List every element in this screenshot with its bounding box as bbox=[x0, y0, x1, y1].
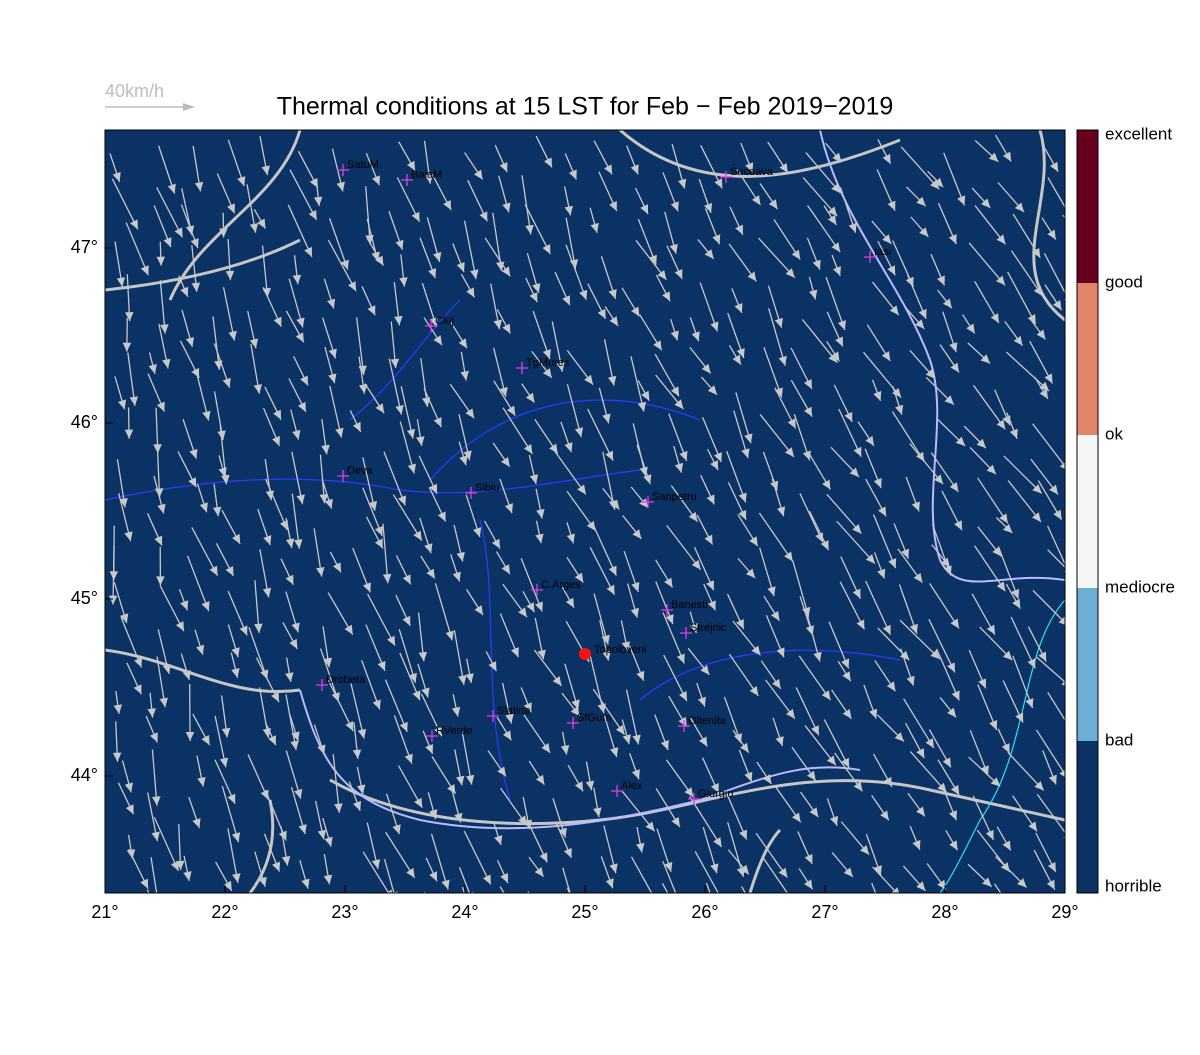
colorbar-label: bad bbox=[1105, 730, 1133, 749]
wind-arrowhead bbox=[360, 911, 368, 921]
colorbar bbox=[1077, 130, 1098, 893]
wind-arrowhead bbox=[785, 892, 794, 902]
city-label: Strejnic bbox=[690, 622, 727, 634]
wind-arrowhead bbox=[544, 916, 553, 926]
colorbar-segment bbox=[1077, 741, 1098, 893]
wind-arrowhead bbox=[216, 933, 224, 943]
city-label: Drobeta bbox=[326, 674, 366, 686]
colorbar-segment bbox=[1077, 588, 1098, 741]
location-label: Topoloveni bbox=[594, 644, 647, 656]
wind-arrowhead bbox=[989, 941, 997, 951]
colorbar-label: mediocre bbox=[1105, 577, 1175, 596]
city-label: Alex bbox=[621, 780, 643, 792]
wind-arrowhead bbox=[748, 902, 756, 912]
wind-arrowhead bbox=[426, 910, 434, 920]
lon-label: 26° bbox=[691, 902, 718, 922]
speed-legend-arrowhead bbox=[183, 103, 195, 111]
wind-arrowhead bbox=[1066, 725, 1074, 735]
colorbar-label: horrible bbox=[1105, 876, 1162, 895]
lon-label: 23° bbox=[331, 902, 358, 922]
wind-arrowhead bbox=[646, 938, 654, 948]
wind-arrow bbox=[180, 898, 186, 925]
wind-arrowhead bbox=[179, 915, 187, 925]
map-title: Thermal conditions at 15 LST for Feb − F… bbox=[277, 93, 894, 121]
colorbar-label: excellent bbox=[1105, 124, 1172, 143]
wind-arrow bbox=[361, 897, 366, 921]
wind-arrow bbox=[398, 893, 408, 941]
lon-label: 22° bbox=[211, 902, 238, 922]
wind-arrow bbox=[147, 890, 156, 923]
wind-arrowhead bbox=[105, 927, 114, 936]
wind-arrow bbox=[761, 896, 786, 933]
location-marker bbox=[579, 648, 591, 660]
wind-arrowhead bbox=[513, 913, 521, 923]
map-background bbox=[105, 130, 1065, 893]
wind-arrowhead bbox=[402, 931, 410, 941]
wind-arrow bbox=[424, 892, 432, 920]
city-label: Oltenita bbox=[688, 715, 727, 727]
wind-arrowhead bbox=[820, 921, 829, 931]
lat-label: 46° bbox=[71, 412, 98, 432]
wind-arrowhead bbox=[1088, 909, 1096, 919]
city-label: Sibiu bbox=[475, 482, 499, 494]
colorbar-segment bbox=[1077, 283, 1098, 435]
city-label: Slatina bbox=[497, 705, 532, 717]
colorbar-label: ok bbox=[1105, 424, 1123, 443]
wind-arrowhead bbox=[1016, 918, 1025, 928]
wind-arrow bbox=[293, 895, 305, 938]
city-label: SatuM bbox=[347, 159, 379, 171]
wind-arrowhead bbox=[154, 900, 162, 910]
city-label: Cluj bbox=[435, 315, 454, 327]
wind-arrowhead bbox=[650, 894, 658, 904]
city-label: Giurgiu bbox=[698, 788, 733, 800]
lat-label: 44° bbox=[71, 765, 98, 785]
wind-arrowhead bbox=[677, 906, 685, 916]
wind-arrowhead bbox=[777, 922, 786, 932]
lon-label: 25° bbox=[571, 902, 598, 922]
wind-arrowhead bbox=[674, 909, 682, 919]
city-label: SfGum bbox=[577, 712, 611, 724]
city-label: TgMures bbox=[526, 357, 570, 369]
wind-arrowhead bbox=[471, 923, 479, 933]
city-label: BaiaM bbox=[411, 169, 442, 181]
lon-label: 24° bbox=[451, 902, 478, 922]
wind-arrow bbox=[639, 901, 652, 948]
city-label: RVerde bbox=[436, 725, 473, 737]
lat-label: 45° bbox=[71, 588, 98, 608]
wind-arrow bbox=[248, 895, 259, 918]
city-label: Banesti bbox=[671, 599, 708, 611]
speed-legend: 40km/h bbox=[105, 81, 164, 101]
wind-arrowhead bbox=[150, 912, 158, 922]
wind-arrowhead bbox=[602, 923, 610, 933]
wind-arrowhead bbox=[577, 929, 585, 939]
city-label: C.Arges bbox=[541, 579, 581, 591]
wind-arrowhead bbox=[717, 923, 725, 933]
wind-arrowhead bbox=[1067, 569, 1076, 578]
lat-label: 47° bbox=[71, 237, 98, 257]
wind-arrow bbox=[979, 902, 997, 950]
lon-label: 28° bbox=[931, 902, 958, 922]
wind-arrowhead bbox=[299, 929, 307, 939]
wind-arrow bbox=[528, 892, 553, 927]
city-label: Suceava bbox=[730, 166, 774, 178]
colorbar-segment bbox=[1077, 435, 1098, 588]
colorbar-label: good bbox=[1105, 272, 1143, 291]
lon-label: 21° bbox=[91, 902, 118, 922]
wind-arrowhead bbox=[943, 931, 951, 941]
wind-arrowhead bbox=[1065, 212, 1073, 222]
wind-arrowhead bbox=[328, 923, 337, 932]
wind-arrowhead bbox=[879, 911, 887, 921]
city-label: Deva bbox=[347, 465, 374, 477]
wind-arrowhead bbox=[839, 908, 847, 918]
lon-label: 27° bbox=[811, 902, 838, 922]
wind-arrowhead bbox=[1105, 823, 1114, 832]
wind-arrowhead bbox=[1106, 173, 1115, 183]
city-label: Sanpetru bbox=[652, 491, 697, 503]
lon-label: 29° bbox=[1051, 902, 1078, 922]
colorbar-segment bbox=[1077, 130, 1098, 283]
city-label: Iasi bbox=[874, 246, 891, 258]
wind-arrowhead bbox=[252, 908, 260, 918]
